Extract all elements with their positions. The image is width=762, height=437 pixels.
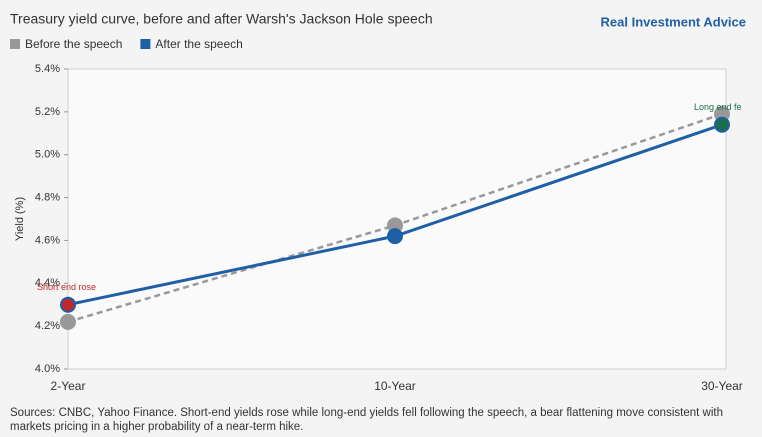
data-point [714,116,730,133]
annotation: Short end rose [37,282,96,292]
y-tick-label: 4.0% [35,363,60,375]
y-tick-label: 4.4% [35,277,60,289]
data-point [60,313,76,330]
legend-swatch [140,39,151,49]
legend-label: After the speech [155,37,242,51]
y-tick-label: 5.2% [35,106,60,118]
y-tick-label: 4.8% [35,191,60,203]
y-tick-label: 4.6% [35,234,60,246]
data-point [60,296,76,313]
chart-title: Treasury yield curve, before and after W… [10,11,433,27]
y-tick-label: 4.2% [35,320,60,332]
x-tick-label: 10-Year [374,379,416,393]
source-note: markets pricing in a higher probability … [10,421,303,433]
y-axis-label: Yield (%) [14,197,26,241]
y-tick-label: 5.0% [35,149,60,161]
legend-swatch [10,39,20,49]
brand: Real Investment Advice [601,14,746,29]
legend-label: Before the speech [25,37,122,51]
annotation: Long end fe [694,102,742,112]
y-tick-label: 5.4% [35,63,60,75]
x-tick-label: 2-Year [51,379,86,393]
source-note: Sources: CNBC, Yahoo Finance. Short-end … [10,407,723,419]
x-tick-label: 30-Year [701,379,743,393]
data-point [387,228,403,245]
